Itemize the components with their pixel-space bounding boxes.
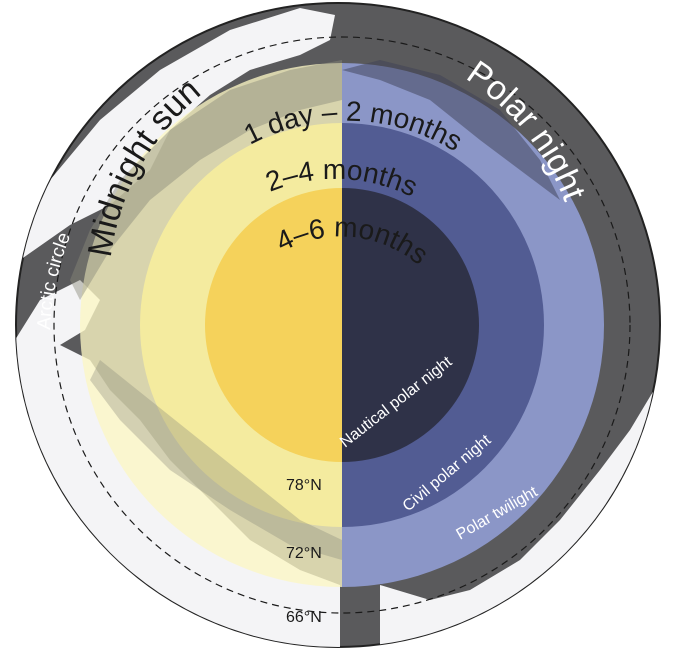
latitude-66-label: 66°N <box>286 609 322 626</box>
polar-night-half <box>342 60 604 587</box>
night-inner-zone <box>342 188 479 462</box>
arctic-circle-line <box>53 36 631 614</box>
latitude-78-label: 78°N <box>286 477 322 494</box>
latitude-72-label: 72°N <box>286 545 322 562</box>
sun-inner-zone <box>205 188 342 462</box>
midnight-sun-half <box>70 60 342 587</box>
